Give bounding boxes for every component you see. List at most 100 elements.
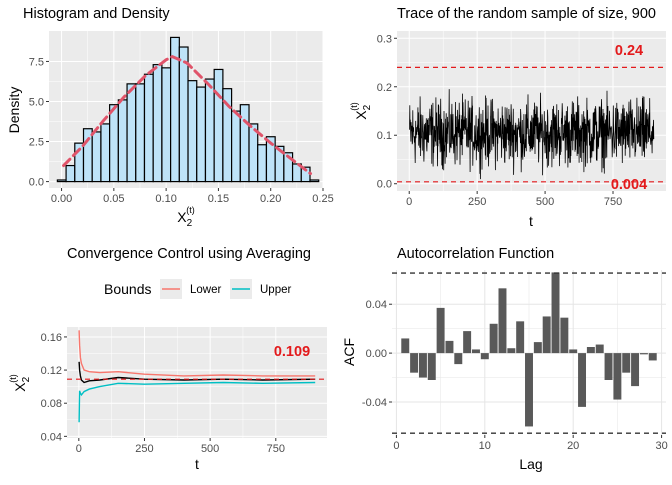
- y-tick-label: 0.2: [377, 82, 392, 94]
- density-curve: [62, 54, 312, 176]
- y-tick-label: 5.0: [29, 96, 44, 108]
- acf-bar: [471, 349, 480, 354]
- histogram-bar: [152, 64, 163, 183]
- acf-bar: [507, 348, 516, 354]
- x-tick-label: 0.25: [312, 193, 333, 205]
- acf-bar: [427, 353, 436, 380]
- x-tick-label: 500: [201, 443, 219, 455]
- convergence-reference-label: 0.109: [274, 344, 310, 360]
- x-tick-label: 0: [406, 196, 412, 208]
- x-tick-label: 250: [135, 443, 153, 455]
- acf-bar: [410, 353, 419, 373]
- trace-x-label: t: [529, 213, 533, 229]
- convergence-x-label: t: [195, 456, 199, 472]
- x-tick-label: 250: [468, 196, 486, 208]
- acf-bar: [569, 349, 578, 354]
- convergence-x-ticks: 0 250 500 750: [76, 438, 285, 455]
- y-tick-label: 0.0: [29, 177, 44, 189]
- histogram-bar: [82, 128, 93, 183]
- convergence-y-label-sub: 2: [21, 376, 32, 382]
- histogram-bar: [196, 86, 207, 183]
- x-tick-label: 20: [567, 440, 579, 452]
- x-tick-label: 0.20: [260, 193, 281, 205]
- convergence-y-label-main: X: [12, 382, 28, 392]
- trace-y-ticks: 0.0 0.1 0.2 0.3: [377, 33, 397, 191]
- acf-bar: [480, 353, 489, 360]
- y-tick-label: 0.04: [41, 431, 62, 443]
- histogram-bar: [135, 83, 146, 183]
- y-tick-label: 0.16: [41, 332, 62, 344]
- histogram-bar: [213, 68, 224, 183]
- convergence-y-ticks: 0.04 0.08 0.12 0.16: [41, 332, 67, 443]
- trace-y-label-sup: (t): [349, 102, 359, 111]
- histogram-bar: [257, 144, 268, 183]
- histogram-chart: Histogram and Density 0.00 0.05 0.10 0.15 0.…: [6, 6, 334, 229]
- acf-bar: [542, 316, 551, 354]
- histogram-bar: [126, 83, 137, 183]
- histogram-bar: [161, 67, 172, 183]
- histogram-bar: [65, 164, 76, 183]
- lower-series: [78, 330, 316, 377]
- acf-confidence-bounds: [392, 272, 666, 434]
- x-tick-label: 0: [393, 440, 399, 452]
- histogram-bar: [178, 46, 189, 183]
- histogram-y-label: Density: [6, 87, 22, 134]
- y-tick-label: 0.0: [377, 179, 392, 191]
- histogram-density: [62, 54, 312, 176]
- x-tick-label: 0: [76, 443, 82, 455]
- trace-y-label: X2(t): [349, 102, 373, 119]
- trace-upper-bound-label: 0.24: [615, 43, 643, 59]
- acf-bar: [639, 353, 648, 355]
- acf-y-ticks: -0.04 0.00 0.04: [362, 299, 392, 409]
- trace-series: [409, 89, 655, 180]
- acf-bar: [516, 321, 525, 354]
- trace-x-ticks: 0 250 500 750: [406, 191, 622, 208]
- acf-bar: [401, 338, 410, 354]
- upper-series: [78, 381, 316, 423]
- acf-bar: [551, 272, 560, 354]
- acf-title: Autocorrelation Function: [397, 246, 554, 262]
- y-tick-label: 0.04: [366, 299, 387, 311]
- acf-x-label: Lag: [519, 456, 542, 472]
- trace-y-label-main: X: [353, 110, 369, 120]
- histogram-x-label: X2 (t): [177, 205, 194, 229]
- legend-label-lower: Lower: [190, 284, 221, 296]
- trace-y-label-sub: 2: [362, 104, 373, 110]
- acf-bar: [436, 307, 445, 354]
- histogram-bar: [100, 123, 111, 183]
- trace-line: [409, 89, 655, 180]
- acf-bar: [445, 340, 454, 354]
- histogram-x-label-sub: 2: [187, 218, 193, 229]
- acf-bar: [463, 331, 472, 354]
- acf-bar: [586, 347, 595, 354]
- x-tick-label: 30: [655, 440, 667, 452]
- x-tick-label: 750: [267, 443, 285, 455]
- acf-bar: [525, 353, 533, 427]
- histogram-bar: [204, 78, 215, 183]
- x-tick-label: 500: [536, 196, 554, 208]
- y-tick-label: 0.3: [377, 33, 392, 45]
- convergence-y-label: X2(t): [8, 374, 32, 391]
- legend-title: Bounds: [104, 281, 151, 297]
- acf-bar: [648, 353, 657, 361]
- acf-chart: Autocorrelation Function 0 10 20 30 -0.04 0.…: [341, 246, 668, 472]
- y-tick-label: 0.00: [366, 348, 387, 360]
- trace-lower-bound-label: 0.004: [611, 177, 647, 193]
- histogram-title: Histogram and Density: [23, 6, 170, 22]
- histogram-bar: [187, 80, 198, 183]
- acf-bar: [631, 353, 640, 387]
- acf-bar: [613, 353, 622, 400]
- y-tick-label: -0.04: [362, 397, 387, 409]
- histogram-y-ticks: 0.0 2.5 5.0 7.5: [29, 56, 49, 189]
- convergence-legend: Bounds Lower Upper: [104, 279, 291, 299]
- histogram-bar: [143, 73, 154, 183]
- acf-bar: [604, 353, 613, 380]
- x-tick-label: 0.05: [103, 193, 124, 205]
- histogram-bar: [109, 104, 119, 183]
- convergence-chart: Convergence Control using Averaging Boun…: [8, 246, 327, 472]
- trace-chart: Trace of the random sample of size, 900 …: [349, 6, 666, 229]
- x-tick-label: 0.15: [208, 193, 229, 205]
- y-tick-label: 0.12: [41, 365, 62, 377]
- x-tick-label: 0.00: [51, 193, 72, 205]
